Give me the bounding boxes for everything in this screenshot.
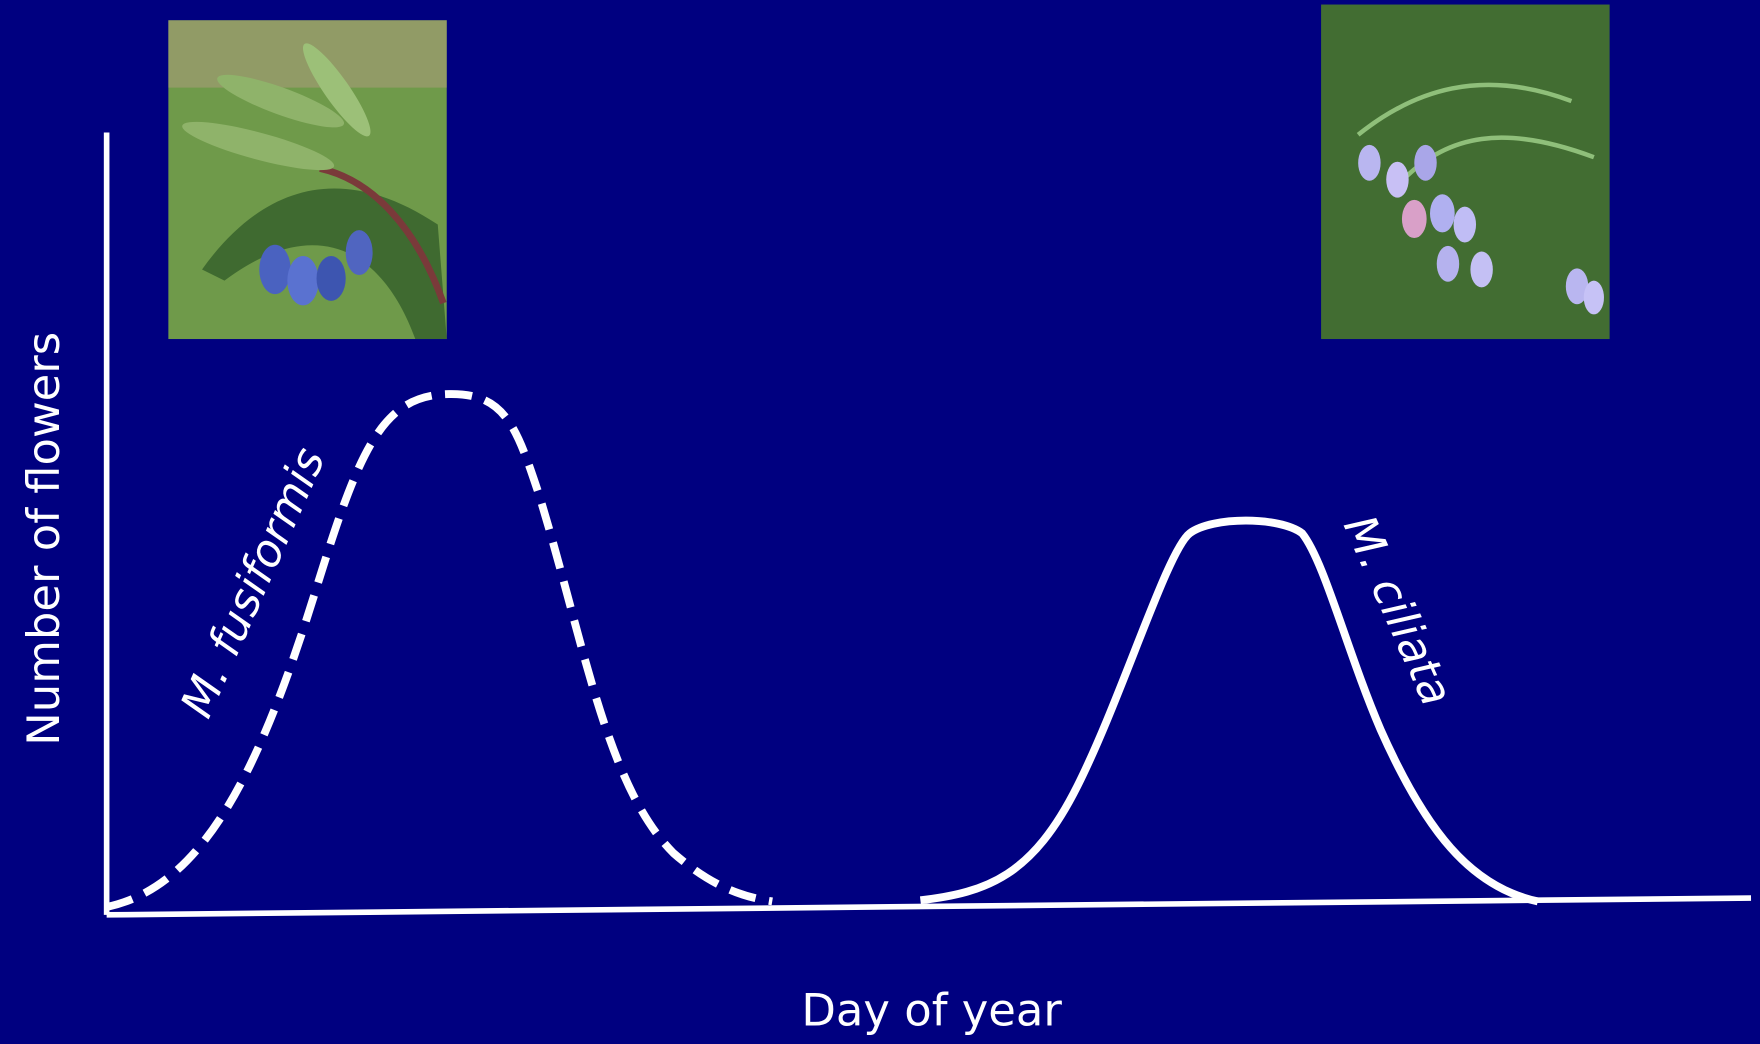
y-axis-label: Number of flowers [17, 332, 70, 746]
photo-ciliata [1321, 4, 1610, 340]
curve-ciliata [919, 516, 1539, 906]
x-axis [106, 895, 1752, 918]
x-axis-label: Day of year [801, 984, 1062, 1037]
photo-fusiformis [168, 20, 447, 340]
